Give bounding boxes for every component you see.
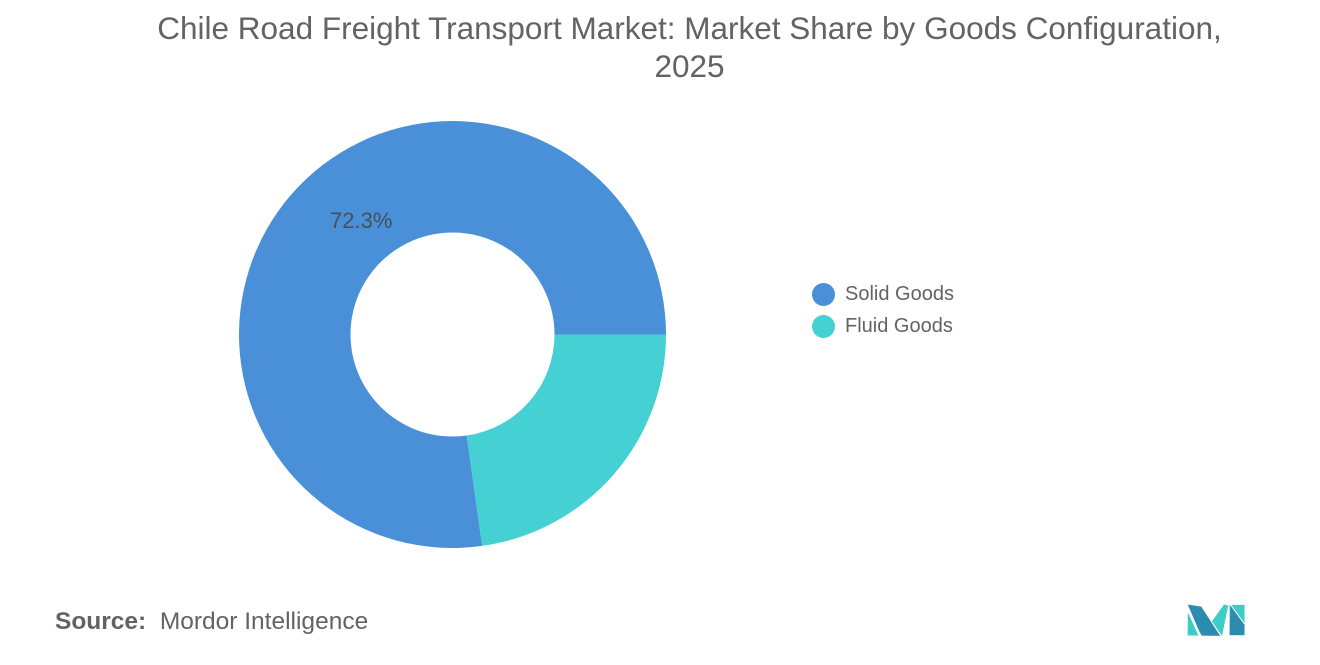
svg-text:72.3%: 72.3% xyxy=(330,208,392,233)
